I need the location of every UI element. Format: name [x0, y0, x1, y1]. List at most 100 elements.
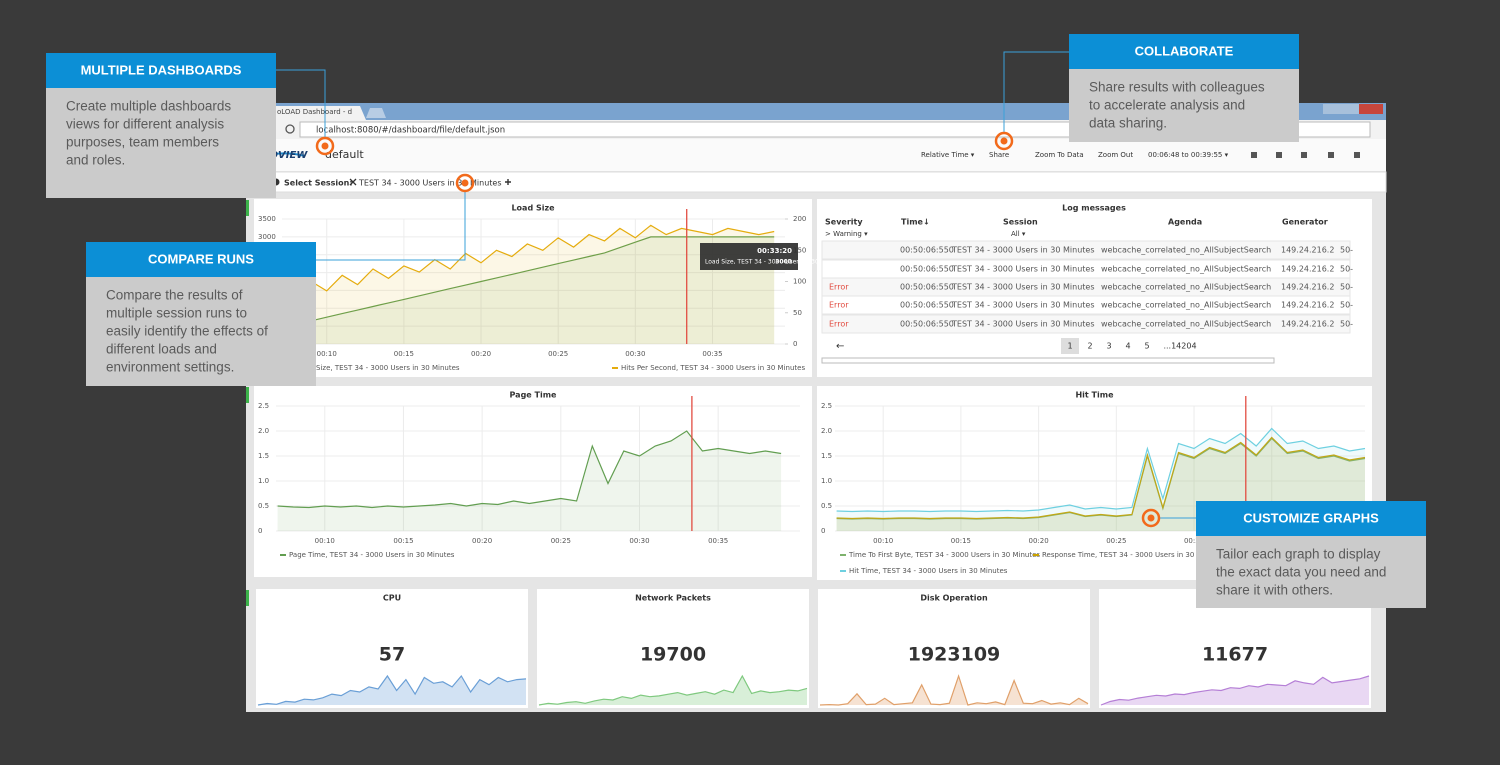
header-icon[interactable]: [1301, 152, 1307, 158]
pager-page[interactable]: 5: [1144, 342, 1149, 351]
header-control[interactable]: Zoom To Data: [1035, 151, 1084, 159]
table-cell: TEST 34 - 3000 Users in 30 Minutes: [951, 320, 1095, 329]
header-icon[interactable]: [1328, 152, 1334, 158]
x-tick-label: 00:25: [551, 537, 571, 545]
tooltip-label: Load Size, TEST 34 - 3000 Users in 30 Mi…: [705, 259, 846, 266]
pager-prev[interactable]: ←: [836, 341, 844, 352]
table-cell: 00:50:06:550: [900, 320, 954, 329]
session-label: Select Session:: [284, 179, 353, 188]
table-cell: 00:50:06:550: [900, 265, 954, 274]
pager-page[interactable]: 3: [1106, 342, 1111, 351]
session-name: TEST 34 - 3000 Users in 30 Minutes: [358, 179, 502, 188]
callout-text: data sharing.: [1089, 116, 1167, 131]
minimize-button[interactable]: [1323, 104, 1341, 114]
x-tick-label: 00:35: [702, 350, 722, 358]
panel-title: Page Time: [510, 391, 558, 400]
table-cell: TEST 34 - 3000 Users in 30 Minutes: [951, 246, 1095, 255]
callout-text: Tailor each graph to display: [1216, 547, 1381, 562]
header-icon[interactable]: [1251, 152, 1257, 158]
x-tick-label: 00:30: [1184, 537, 1204, 545]
header-control[interactable]: Relative Time ▾: [921, 151, 975, 159]
table-row: [821, 314, 1351, 334]
column-header[interactable]: Agenda: [1168, 218, 1202, 227]
callout-text: purposes, team members: [66, 135, 219, 150]
hotspot[interactable]: [1141, 508, 1161, 528]
legend-label: Hit Time, TEST 34 - 3000 Users in 30 Min…: [849, 567, 1008, 575]
table-cell: 00:50:06:550: [900, 283, 954, 292]
table-cell: 50-: [1340, 283, 1353, 292]
table-cell: 149.24.216.2: [1281, 301, 1334, 310]
panel: [537, 589, 809, 708]
series-line: [277, 430, 782, 509]
table-cell: 50-: [1340, 246, 1353, 255]
hotspot[interactable]: [994, 131, 1014, 151]
table-cell: 149.24.216.2: [1281, 283, 1334, 292]
header-control[interactable]: 00:06:48 to 00:39:55 ▾: [1148, 151, 1229, 159]
row-marker: [246, 200, 249, 216]
panel-title: Disk Operation: [920, 594, 988, 603]
table-cell: Error: [829, 283, 849, 292]
callout-header: [86, 242, 316, 277]
x-tick-label: 00:20: [1029, 537, 1049, 545]
header-control[interactable]: Share: [989, 151, 1009, 159]
tooltip-value: 3000: [775, 259, 792, 266]
column-header[interactable]: Severity: [825, 218, 863, 227]
table-cell: webcache_correlated_no_AllSubjectSearch: [1101, 301, 1271, 310]
callout-text: the exact data you need and: [1216, 565, 1386, 580]
callout-text: views for different analysis: [66, 117, 224, 132]
remove-session-icon[interactable]: [349, 178, 357, 186]
table-row: [821, 295, 1351, 315]
column-header[interactable]: Time↓: [901, 218, 930, 227]
table-cell: Error: [829, 301, 849, 310]
panel: [254, 199, 812, 377]
y-tick-label: 1.0: [258, 477, 269, 485]
legend-label: Response Time, TEST 34 - 3000 Users in 3…: [1042, 551, 1224, 559]
pager-page[interactable]: 2: [1087, 342, 1092, 351]
y-tick-label: 3000: [258, 233, 276, 241]
pager-page[interactable]: ...14204: [1163, 342, 1196, 351]
pager-page[interactable]: 1: [1067, 342, 1072, 351]
table-cell: 149.24.216.2: [1281, 246, 1334, 255]
y-tick-label: 2.0: [821, 427, 832, 435]
series-area: [280, 225, 775, 344]
pager-page[interactable]: 4: [1125, 342, 1130, 351]
hotspot-dot: [1147, 514, 1155, 522]
sparkline-area: [539, 676, 807, 705]
reload-icon[interactable]: [285, 124, 295, 134]
callout-text: multiple session runs to: [106, 306, 247, 321]
callout-text: share it with others.: [1216, 583, 1333, 598]
filter[interactable]: All ▾: [1011, 230, 1026, 238]
callout-text: different loads and: [106, 342, 217, 357]
table-cell: 00:50:06:550: [900, 301, 954, 310]
tab-title: oLOAD Dashboard - d: [277, 108, 352, 116]
series-line: [280, 236, 775, 327]
y-tick-label: 1.0: [821, 477, 832, 485]
tab[interactable]: [252, 106, 366, 120]
new-tab[interactable]: [366, 108, 386, 118]
close-button[interactable]: [1359, 104, 1383, 114]
maximize-button[interactable]: [1341, 104, 1359, 114]
legend-label: Hits Per Second, TEST 34 - 3000 Users in…: [621, 364, 805, 372]
column-header[interactable]: Generator: [1282, 218, 1328, 227]
y-tick-label: 2.5: [821, 402, 832, 410]
callout-text: to accelerate analysis and: [1089, 98, 1245, 113]
add-icon[interactable]: [505, 179, 511, 185]
sparkline: [819, 674, 1089, 706]
header-icon[interactable]: [1276, 152, 1282, 158]
hotspot[interactable]: [455, 173, 475, 193]
table-cell: TEST 34 - 3000 Users in 30 Minutes: [951, 301, 1095, 310]
panel-title: Hit Time: [1075, 391, 1114, 400]
filter[interactable]: > Warning ▾: [825, 230, 868, 238]
header-icon[interactable]: [1354, 152, 1360, 158]
series-line: [836, 427, 1366, 513]
callout-title: COMPARE RUNS: [148, 251, 254, 266]
header-control[interactable]: Zoom Out: [1098, 151, 1133, 159]
y-tick-label: 3500: [258, 215, 276, 223]
sparkline-area: [258, 676, 526, 705]
hotspot[interactable]: [315, 136, 335, 156]
y2-tick-label: 150: [793, 246, 806, 254]
row-marker: [246, 590, 249, 606]
y-tick-label: 0: [821, 527, 825, 535]
column-header[interactable]: Session: [1003, 218, 1038, 227]
